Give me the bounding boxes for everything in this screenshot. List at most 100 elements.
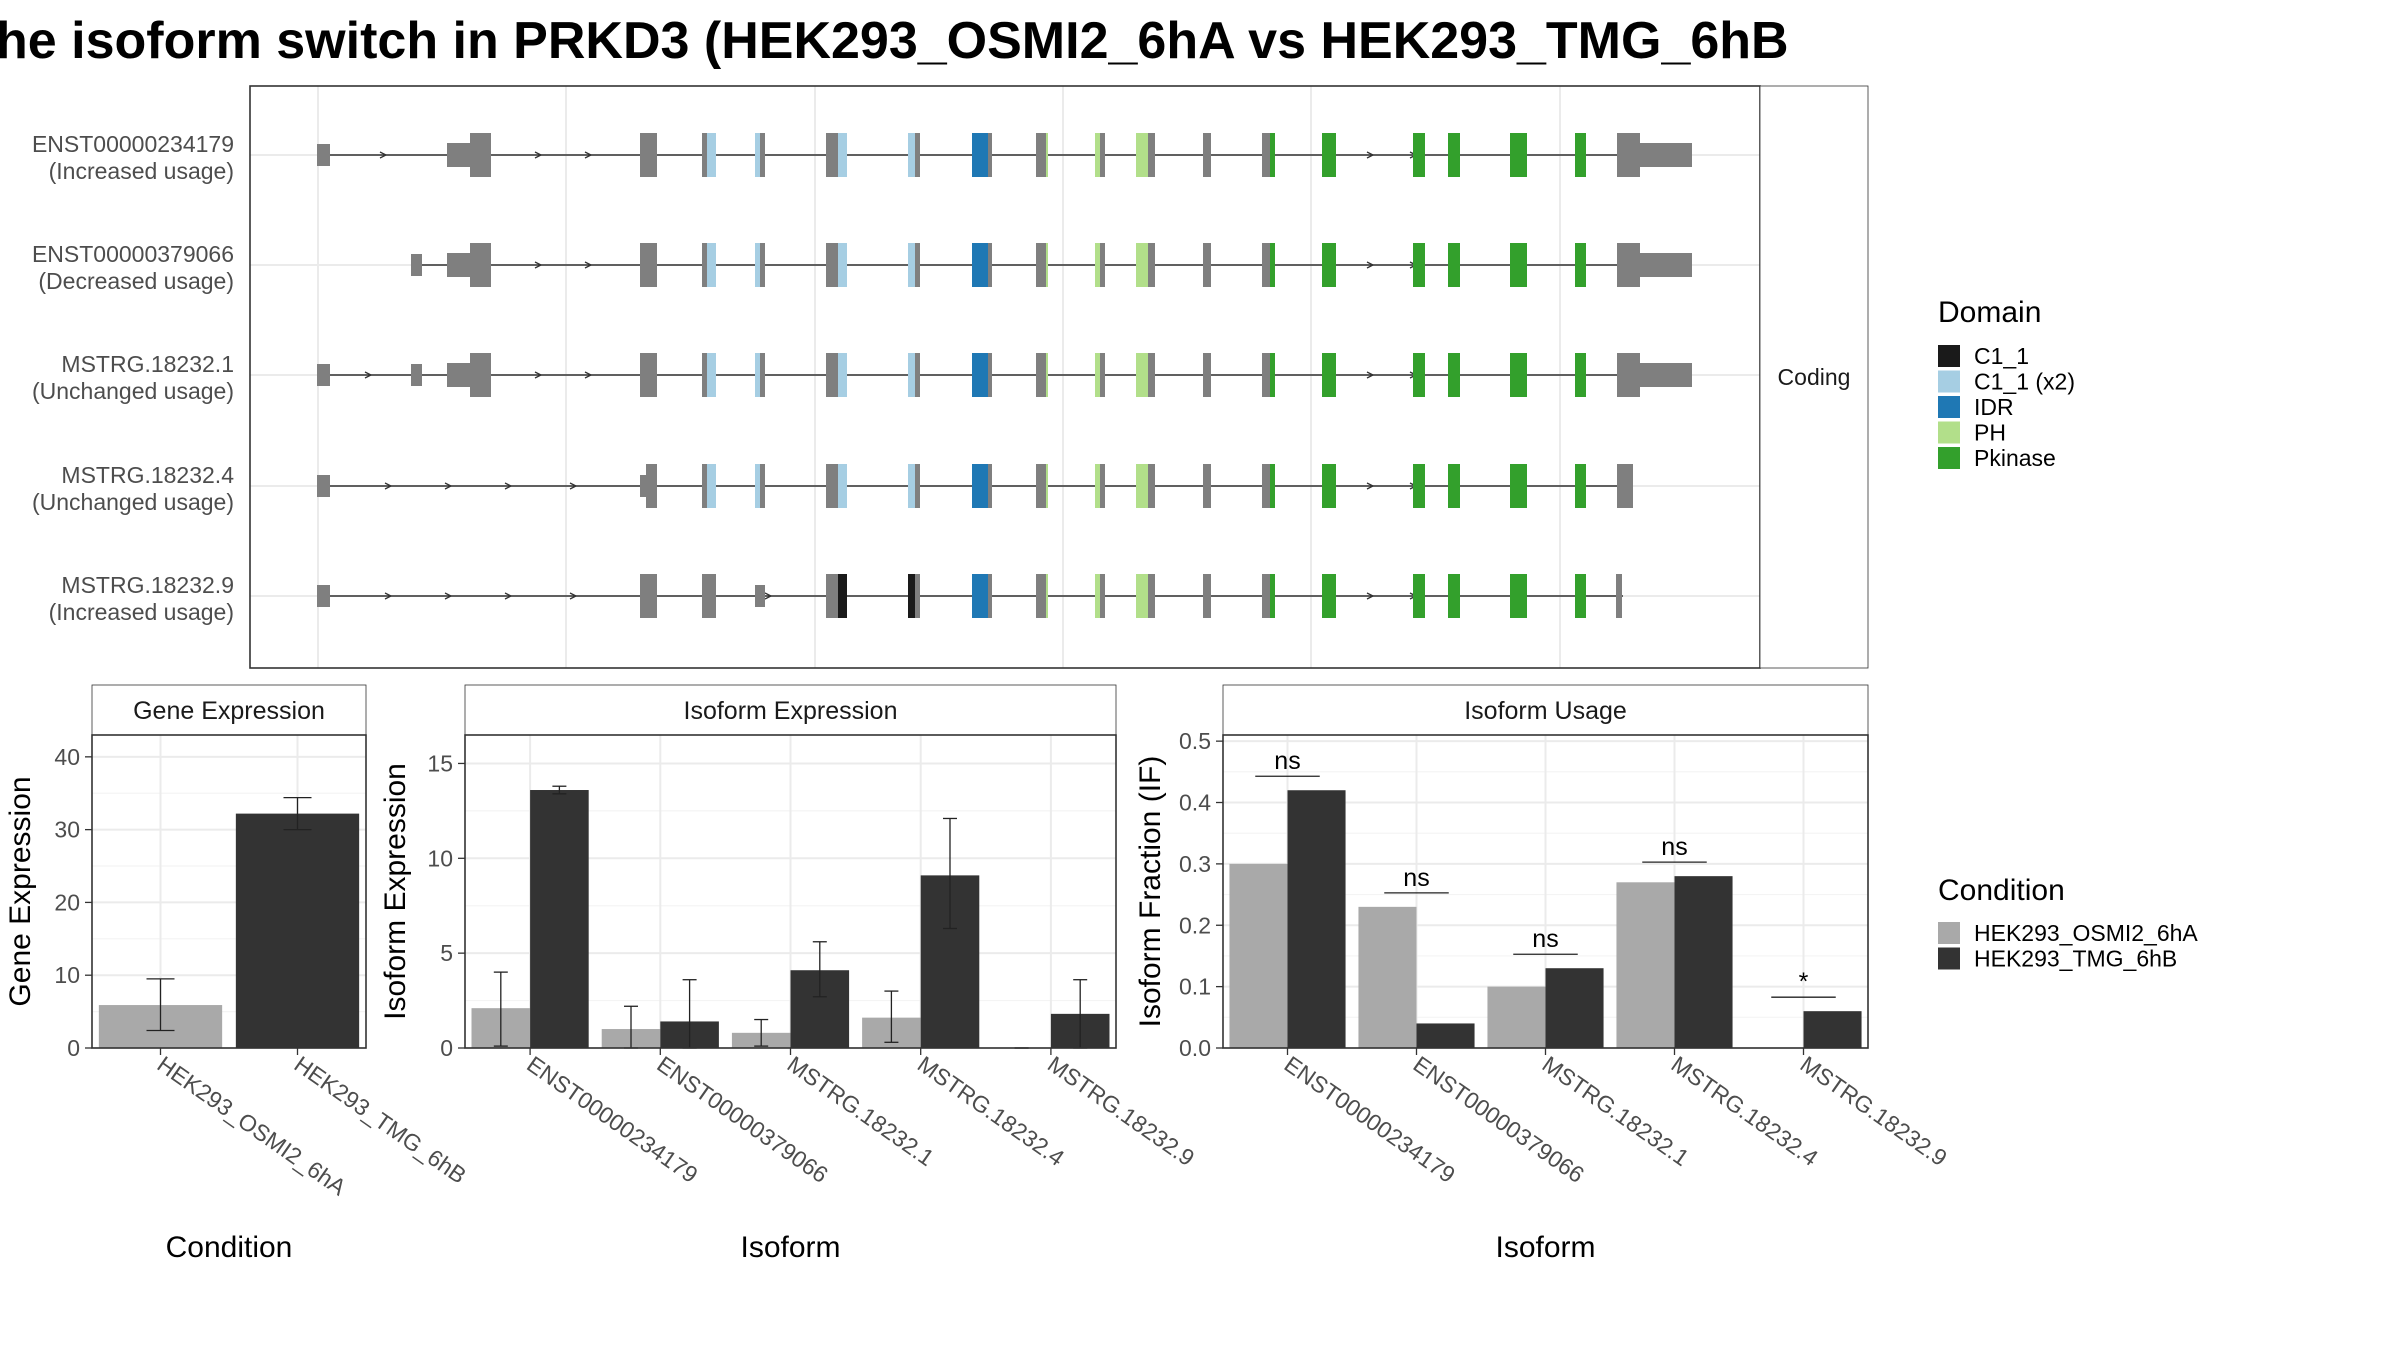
domain-c1-1-x2-segment: [838, 133, 847, 177]
domain-pkinase-segment: [1510, 133, 1527, 177]
utr-exon: [640, 475, 646, 497]
domain-pkinase-segment: [1575, 353, 1586, 397]
domain-c1-1-segment: [908, 574, 915, 618]
domain-c1-1-x2-segment: [755, 353, 760, 397]
isouse-y-tick-label: 0.5: [1179, 728, 1211, 754]
isoexp-y-tick-label: 5: [440, 940, 453, 966]
condition-legend-swatch: [1938, 947, 1960, 970]
domain-pkinase-segment: [1270, 574, 1275, 618]
domain-c1-1-x2-segment: [707, 243, 716, 287]
domain-pkinase-segment: [1448, 574, 1460, 618]
domain-pkinase-segment: [1510, 574, 1527, 618]
intron-direction-arrow: [764, 592, 773, 600]
utr-exon: [317, 144, 330, 166]
transcript-name-label: MSTRG.18232.9: [61, 572, 234, 598]
domain-c1-1-x2-segment: [838, 353, 847, 397]
condition-legend-title: Condition: [1938, 874, 2065, 907]
isouse-x-axis-title: Isoform: [1495, 1231, 1595, 1264]
isouse-significance-label: *: [1799, 968, 1809, 996]
coding-exon: [1036, 574, 1048, 618]
domain-pkinase-segment: [1448, 243, 1460, 287]
transcript-usage-label: (Decreased usage): [38, 268, 234, 294]
domain-idr-segment: [972, 353, 988, 397]
domain-pkinase-segment: [1270, 133, 1275, 177]
gene-y-axis-title: Gene Expression: [4, 776, 37, 1006]
condition-legend-label: HEK293_TMG_6hB: [1974, 946, 2177, 972]
condition-legend-swatch: [1938, 922, 1960, 944]
intron-direction-arrow: [504, 482, 513, 490]
domain-legend-label: C1_1 (x2): [1974, 369, 2075, 395]
domain-idr-segment: [972, 464, 988, 508]
gene-y-tick-label: 10: [54, 962, 80, 988]
isouse-bar: [1616, 882, 1675, 1048]
utr-exon: [411, 254, 422, 276]
utr-exon: [317, 364, 330, 386]
domain-pkinase-segment: [1575, 464, 1586, 508]
coding-exon: [1036, 243, 1048, 287]
coding-exon: [1036, 353, 1048, 397]
gene-y-tick-label: 30: [54, 817, 80, 843]
facet-strip-coding: [1759, 85, 1869, 669]
domain-pkinase-segment: [1510, 243, 1527, 287]
isouse-strip: [1222, 684, 1869, 736]
isouse-y-axis-title: Isoform Fraction (IF): [1134, 756, 1167, 1028]
domain-pkinase-segment: [1510, 464, 1527, 508]
domain-c1-1-segment: [838, 574, 847, 618]
isoexp-y-axis-title: Isoform Expression: [379, 763, 412, 1020]
gene-x-axis-title: Condition: [166, 1231, 293, 1264]
coding-exon: [640, 133, 657, 177]
intron-direction-arrow: [504, 592, 513, 600]
domain-idr-segment: [972, 243, 988, 287]
domain-ph-segment: [1095, 133, 1100, 177]
intron-direction-arrow: [534, 151, 543, 159]
domain-legend-swatch: [1938, 345, 1960, 367]
isoexp-strip-title: Isoform Expression: [684, 697, 898, 725]
domain-pkinase-segment: [1413, 464, 1425, 508]
intron-direction-arrow: [1366, 592, 1375, 600]
transcript-name-label: ENST00000379066: [32, 241, 234, 267]
transcript-usage-label: (Increased usage): [49, 599, 234, 625]
domain-pkinase-segment: [1448, 464, 1460, 508]
isouse-bar: [1674, 876, 1733, 1048]
domain-pkinase-segment: [1448, 353, 1460, 397]
utr-exon: [1640, 253, 1692, 277]
structure-panel-bg: [250, 86, 1760, 668]
coding-exon: [1617, 464, 1633, 508]
isouse-bar: [1545, 968, 1604, 1048]
isoexp-y-tick-label: 15: [427, 750, 453, 776]
gene-strip: [91, 684, 367, 736]
domain-idr-segment: [972, 133, 988, 177]
intron-direction-arrow: [1366, 151, 1375, 159]
intron-direction-arrow: [444, 592, 453, 600]
domain-c1-1-x2-segment: [707, 133, 716, 177]
intron-direction-arrow: [1366, 371, 1375, 379]
isouse-y-tick-label: 0.3: [1179, 851, 1211, 877]
utr-exon: [447, 143, 470, 167]
coding-exon: [1036, 464, 1048, 508]
gene-bar: [235, 813, 360, 1048]
isouse-y-tick-label: 0.1: [1179, 974, 1211, 1000]
isouse-bar: [1287, 790, 1346, 1048]
intron-direction-arrow: [584, 151, 593, 159]
domain-pkinase-segment: [1448, 133, 1460, 177]
domain-pkinase-segment: [1322, 133, 1336, 177]
condition-legend-label: HEK293_OSMI2_6hA: [1974, 920, 2198, 946]
coding-exon: [1617, 243, 1640, 287]
domain-legend-title: Domain: [1938, 296, 2041, 329]
intron-direction-arrow: [534, 261, 543, 269]
utr-exon: [447, 363, 470, 387]
isouse-y-tick-label: 0.2: [1179, 912, 1211, 938]
intron-direction-arrow: [444, 482, 453, 490]
isouse-bar: [1229, 863, 1288, 1048]
coding-exon: [702, 574, 716, 618]
domain-c1-1-x2-segment: [755, 133, 760, 177]
domain-c1-1-x2-segment: [707, 353, 716, 397]
isouse-significance-label: ns: [1274, 747, 1300, 775]
domain-pkinase-segment: [1575, 574, 1586, 618]
domain-ph-segment: [1095, 243, 1100, 287]
isouse-bar: [1416, 1023, 1475, 1048]
transcript-usage-label: (Increased usage): [49, 158, 234, 184]
isouse-significance-label: ns: [1403, 864, 1429, 892]
